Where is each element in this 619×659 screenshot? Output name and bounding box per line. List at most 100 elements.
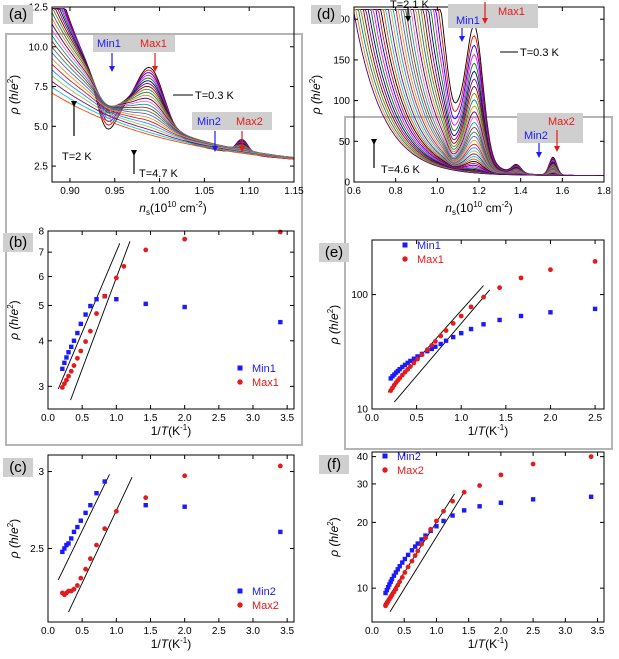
- data-point-min2: [415, 541, 420, 546]
- data-point-min2: [94, 490, 99, 496]
- y-tick-label: 20: [357, 518, 369, 529]
- data-point-min1: [548, 310, 553, 315]
- panel-d: 0.6 0.8 1.0 1.2 1.4 1.6 1.8 0 50 100 150 200 ns(1010…: [308, 0, 611, 217]
- x-tick-label: 1.5: [462, 626, 476, 637]
- x-tick-label: 1.15: [284, 186, 304, 197]
- arrow-head: [459, 36, 465, 42]
- temperature-label: T=0.3 K: [195, 90, 234, 102]
- data-point-min2: [182, 504, 187, 509]
- data-curve: [51, 92, 295, 160]
- panel-a: 0.90 0.95 1.00 1.05 1.10 1.15 2.5 5.0 7.5 10.0 12.…: [3, 3, 304, 217]
- y-tick-label: 10: [357, 584, 369, 595]
- panel-label-bg: [3, 5, 33, 24]
- panel-label: (d): [317, 6, 335, 23]
- legend-label: Max2: [397, 465, 424, 477]
- data-point-max1: [94, 311, 99, 316]
- arrow-head: [109, 66, 115, 72]
- data-point-max1: [68, 368, 74, 374]
- x-tick-label: 2.0: [178, 626, 192, 637]
- plot-frame: [47, 230, 295, 410]
- panel-label-bg: [3, 458, 33, 477]
- data-point-min1: [429, 346, 434, 352]
- y-tick-label: 2.5: [30, 544, 44, 555]
- data-point-max2: [434, 518, 439, 524]
- x-tick-label: 0.5: [410, 413, 424, 424]
- label-box: [517, 113, 583, 143]
- x-tick-label: 0.90: [60, 186, 80, 197]
- data-point-min1: [518, 313, 524, 319]
- data-point-min2: [384, 587, 390, 593]
- x-tick-label: 1.2: [472, 186, 486, 197]
- x-tick-label: 2.5: [212, 626, 226, 637]
- data-point-min2: [434, 524, 439, 529]
- y-axis-label: ρ (h/e2): [6, 75, 21, 115]
- data-point-min2: [441, 518, 446, 524]
- extremum-label: Min1: [456, 15, 480, 27]
- y-tick-label: 3: [38, 467, 44, 478]
- x-tick-label: 0.0: [365, 626, 379, 637]
- x-tick-label: 1.10: [239, 186, 259, 197]
- panel-label-bg: [319, 455, 349, 474]
- legend-marker: [402, 256, 408, 262]
- x-tick-label: 1.0: [454, 413, 468, 424]
- data-point-max2: [588, 454, 594, 460]
- arrow-head: [212, 146, 218, 152]
- data-point-max1: [458, 313, 464, 319]
- data-point-min2: [278, 529, 283, 535]
- x-tick-label: 3.0: [246, 413, 260, 424]
- data-point-min1: [415, 354, 420, 359]
- data-point-max2: [277, 463, 283, 469]
- y-axis-label: ρ (h/e2): [6, 519, 21, 559]
- legend-label: Min1: [252, 363, 276, 375]
- data-point-max1: [71, 363, 77, 368]
- data-point-max1: [443, 328, 449, 333]
- panel-label: (e): [325, 244, 343, 261]
- data-point-min2: [75, 524, 80, 530]
- data-point-min2: [88, 502, 93, 508]
- data-point-max2: [412, 553, 418, 558]
- y-tick-label: 5.0: [34, 122, 48, 133]
- x-tick-label: 1.5: [144, 626, 158, 637]
- data-point-min2: [388, 579, 393, 584]
- legend-marker: [382, 453, 388, 459]
- data-point-max1: [481, 294, 486, 300]
- arrow-head: [405, 16, 411, 22]
- data-point-min2: [66, 541, 71, 546]
- x-axis-label: 1/T(K-1): [468, 423, 508, 438]
- data-point-max2: [409, 558, 415, 564]
- legend-marker: [237, 588, 243, 594]
- data-point-min2: [395, 567, 400, 572]
- data-point-min2: [143, 502, 148, 508]
- data-point-min1: [451, 334, 456, 340]
- arrow-head: [131, 150, 137, 156]
- y-tick-label: 150: [333, 55, 350, 66]
- panel-e: 0.0 0.5 1.0 1.5 2.0 2.5 10 100 1/T(K-1) ρ (h/e2) (…: [319, 239, 605, 438]
- data-point-min2: [405, 552, 411, 558]
- data-point-max2: [399, 575, 405, 580]
- legend-label: Min1: [417, 240, 441, 252]
- y-tick-label: 3: [38, 382, 44, 393]
- fit-line: [68, 477, 133, 613]
- data-point-max2: [102, 526, 108, 532]
- data-point-max2: [397, 579, 403, 585]
- data-point-min1: [397, 366, 402, 372]
- panel-c: 0.0 0.5 1.0 1.5 2.0 2.5 3.0 3.5 2.5 3 1/T(K-1) ρ (h…: [3, 454, 295, 651]
- y-tick-label: 10: [357, 405, 369, 416]
- data-point-max2: [78, 575, 84, 581]
- data-point-min2: [530, 497, 536, 502]
- data-point-max1: [438, 333, 444, 339]
- y-tick-label: 2.5: [34, 162, 48, 173]
- panel-label: (c): [9, 459, 27, 476]
- x-tick-label: 0.95: [105, 186, 125, 197]
- data-point-max2: [450, 498, 455, 504]
- x-axis-label: ns(1010 cm-2): [445, 200, 512, 217]
- legend-marker: [382, 467, 388, 473]
- y-tick-label: 4: [38, 336, 44, 347]
- data-point-min1: [443, 338, 449, 343]
- data-point-max1: [78, 348, 84, 354]
- plot-frame: [371, 239, 605, 410]
- data-point-max1: [450, 320, 456, 326]
- panel-label: (f): [327, 456, 341, 473]
- data-point-min2: [402, 556, 408, 562]
- x-tick-label: 1.00: [150, 186, 170, 197]
